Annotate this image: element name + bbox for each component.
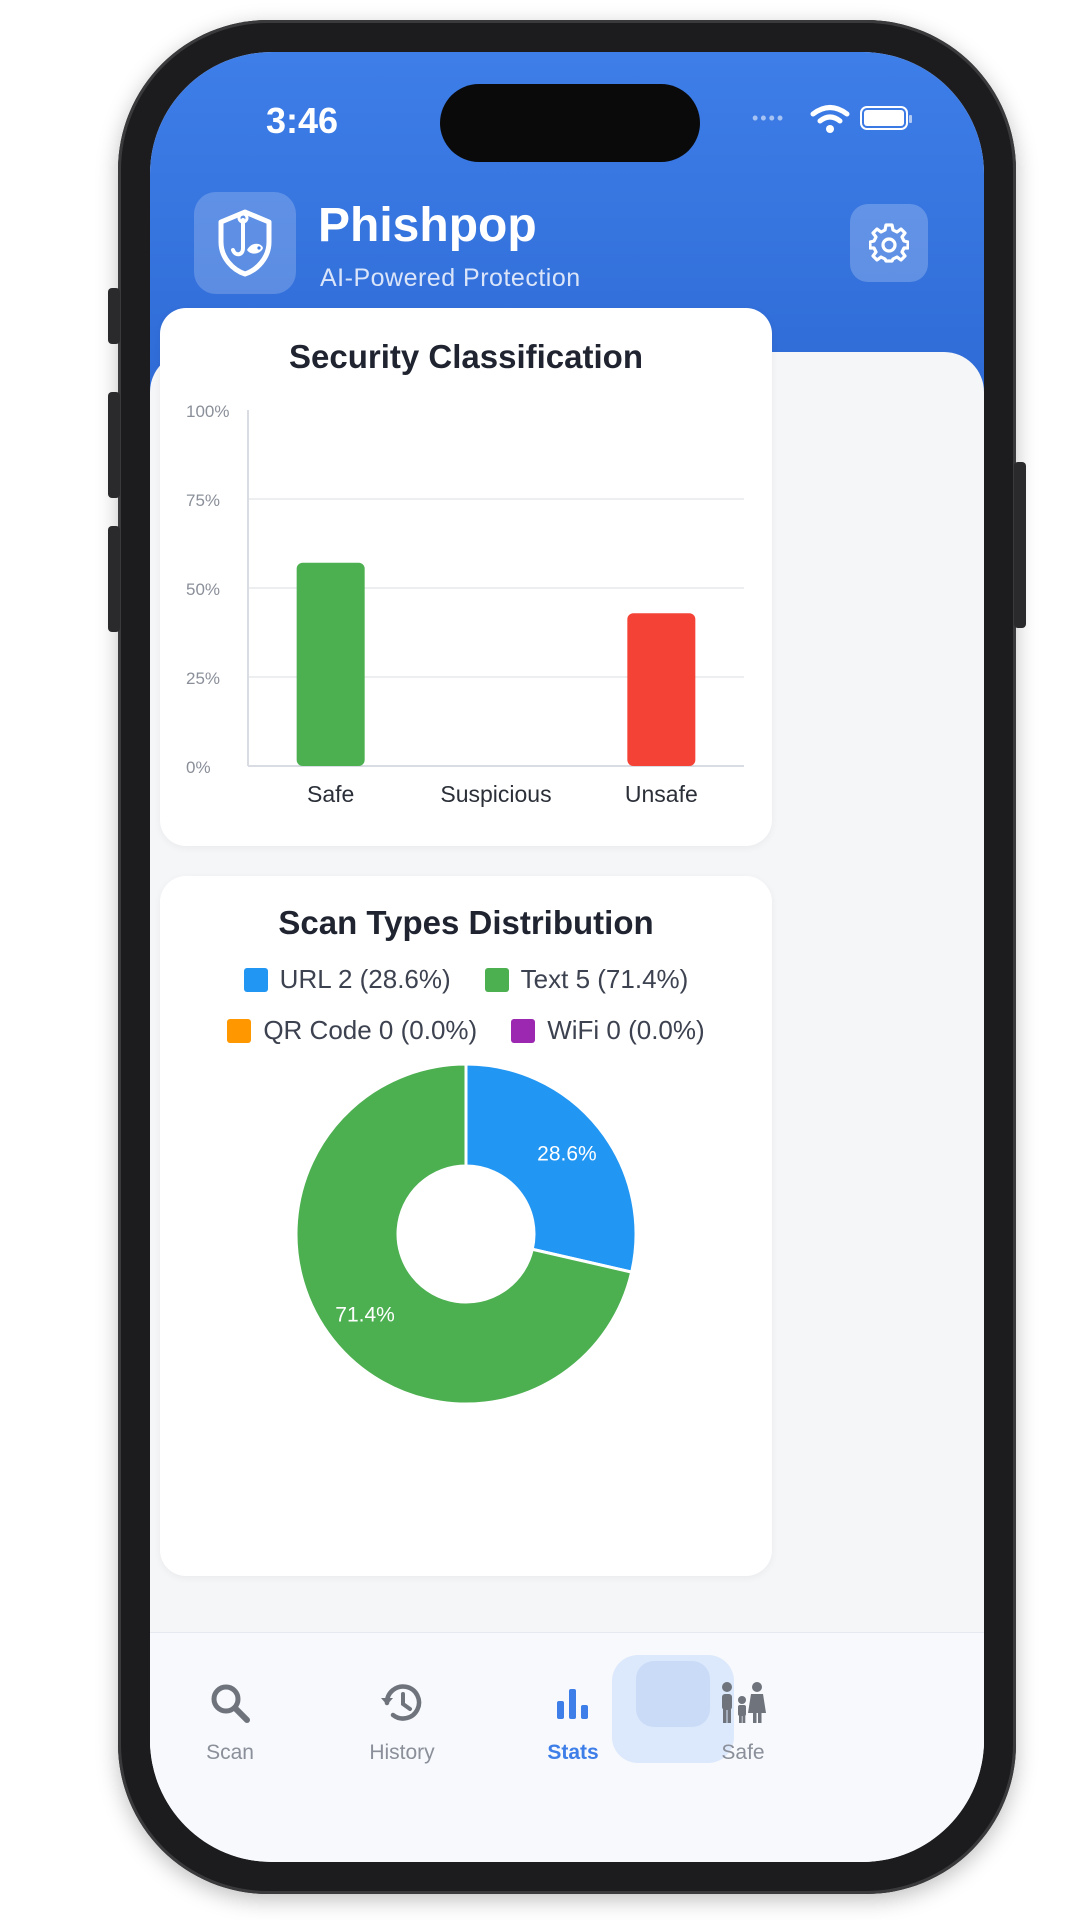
- y-tick-label: 100%: [186, 402, 229, 421]
- legend-swatch-qr-code: [227, 1018, 252, 1043]
- legend-swatch-text: [484, 967, 509, 992]
- gear-icon: [869, 223, 909, 263]
- active-tab-indicator: [612, 1655, 734, 1763]
- security-classification-card: Security Classification 0% 25% 50% 75% 100% S…: [160, 308, 772, 846]
- scan-types-card: Scan Types Distribution URL 2 (28.6%) Te…: [160, 876, 772, 1576]
- nav-label-stats: Stats: [547, 1741, 599, 1764]
- legend-label-text: Text 5 (71.4%): [520, 964, 689, 994]
- bar-safe: [296, 562, 365, 766]
- volume-down-button: [108, 526, 120, 632]
- x-tick-label: Unsafe: [625, 781, 698, 807]
- wifi-icon: [810, 104, 850, 139]
- bar-chart-title: Security Classification: [289, 338, 643, 375]
- pie-slice-label: 28.6%: [537, 1143, 597, 1166]
- active-tab-indicator-inner: [636, 1661, 710, 1727]
- bar-chart-icon: [493, 1673, 653, 1733]
- bottom-navigation: Scan History Stats Safe: [150, 1632, 984, 1862]
- legend-item-text: Text 5 (71.4%): [484, 964, 689, 995]
- pie-chart-title: Scan Types Distribution: [278, 904, 654, 941]
- security-classification-chart: 0% 25% 50% 75% 100% Safe Suspicious Unsafe: [186, 402, 744, 807]
- scan-types-donut-chart: 28.6% 71.4%: [294, 1062, 638, 1406]
- app-title: Phishpop: [318, 199, 537, 252]
- shield-hook-fish-icon: [194, 192, 296, 294]
- pie-slice-text: [294, 1062, 634, 1406]
- pie-slice-url: [464, 1062, 638, 1274]
- legend-label-wifi: WiFi 0 (0.0%): [547, 1015, 705, 1045]
- bar-unsafe: [627, 613, 696, 766]
- pie-legend: URL 2 (28.6%) Text 5 (71.4%) QR Code 0 (…: [160, 964, 772, 1066]
- cellular-signal-icon: ••••: [752, 108, 786, 128]
- nav-item-stats[interactable]: Stats: [493, 1673, 653, 1765]
- x-tick-label: Suspicious: [440, 781, 551, 807]
- legend-label-url: URL 2 (28.6%): [279, 964, 451, 994]
- y-tick-label: 75%: [186, 491, 220, 510]
- y-tick-label: 25%: [186, 669, 220, 688]
- nav-item-safe[interactable]: Safe: [663, 1673, 823, 1765]
- legend-item-url: URL 2 (28.6%): [243, 964, 451, 995]
- dynamic-island: [440, 84, 700, 162]
- nav-item-history[interactable]: History: [322, 1673, 482, 1765]
- action-button: [108, 288, 120, 344]
- search-icon: [150, 1673, 310, 1733]
- legend-swatch-url: [243, 967, 268, 992]
- status-time: 3:46: [266, 100, 339, 141]
- legend-item-qr-code: QR Code 0 (0.0%): [227, 1015, 477, 1046]
- nav-label-history: History: [369, 1741, 435, 1764]
- history-icon: [322, 1673, 482, 1733]
- family-icon: [663, 1673, 823, 1733]
- y-tick-label: 50%: [186, 580, 220, 599]
- legend-item-wifi: WiFi 0 (0.0%): [511, 1015, 705, 1046]
- nav-label-scan: Scan: [206, 1741, 254, 1764]
- volume-up-button: [108, 392, 120, 498]
- power-button: [1014, 462, 1026, 628]
- battery-icon: [860, 106, 912, 130]
- y-tick-label: 0%: [186, 758, 211, 777]
- nav-label-safe: Safe: [721, 1741, 765, 1764]
- x-tick-label: Safe: [307, 781, 354, 807]
- legend-label-qr-code: QR Code 0 (0.0%): [263, 1015, 478, 1045]
- settings-button[interactable]: [850, 204, 928, 282]
- phone-screen: 3:46 •••• Phishpop AI-Powered Protection: [150, 52, 984, 1862]
- legend-swatch-wifi: [511, 1018, 536, 1043]
- nav-item-scan[interactable]: Scan: [150, 1673, 310, 1765]
- pie-slice-label: 71.4%: [335, 1303, 395, 1326]
- app-tagline: AI-Powered Protection: [320, 264, 581, 292]
